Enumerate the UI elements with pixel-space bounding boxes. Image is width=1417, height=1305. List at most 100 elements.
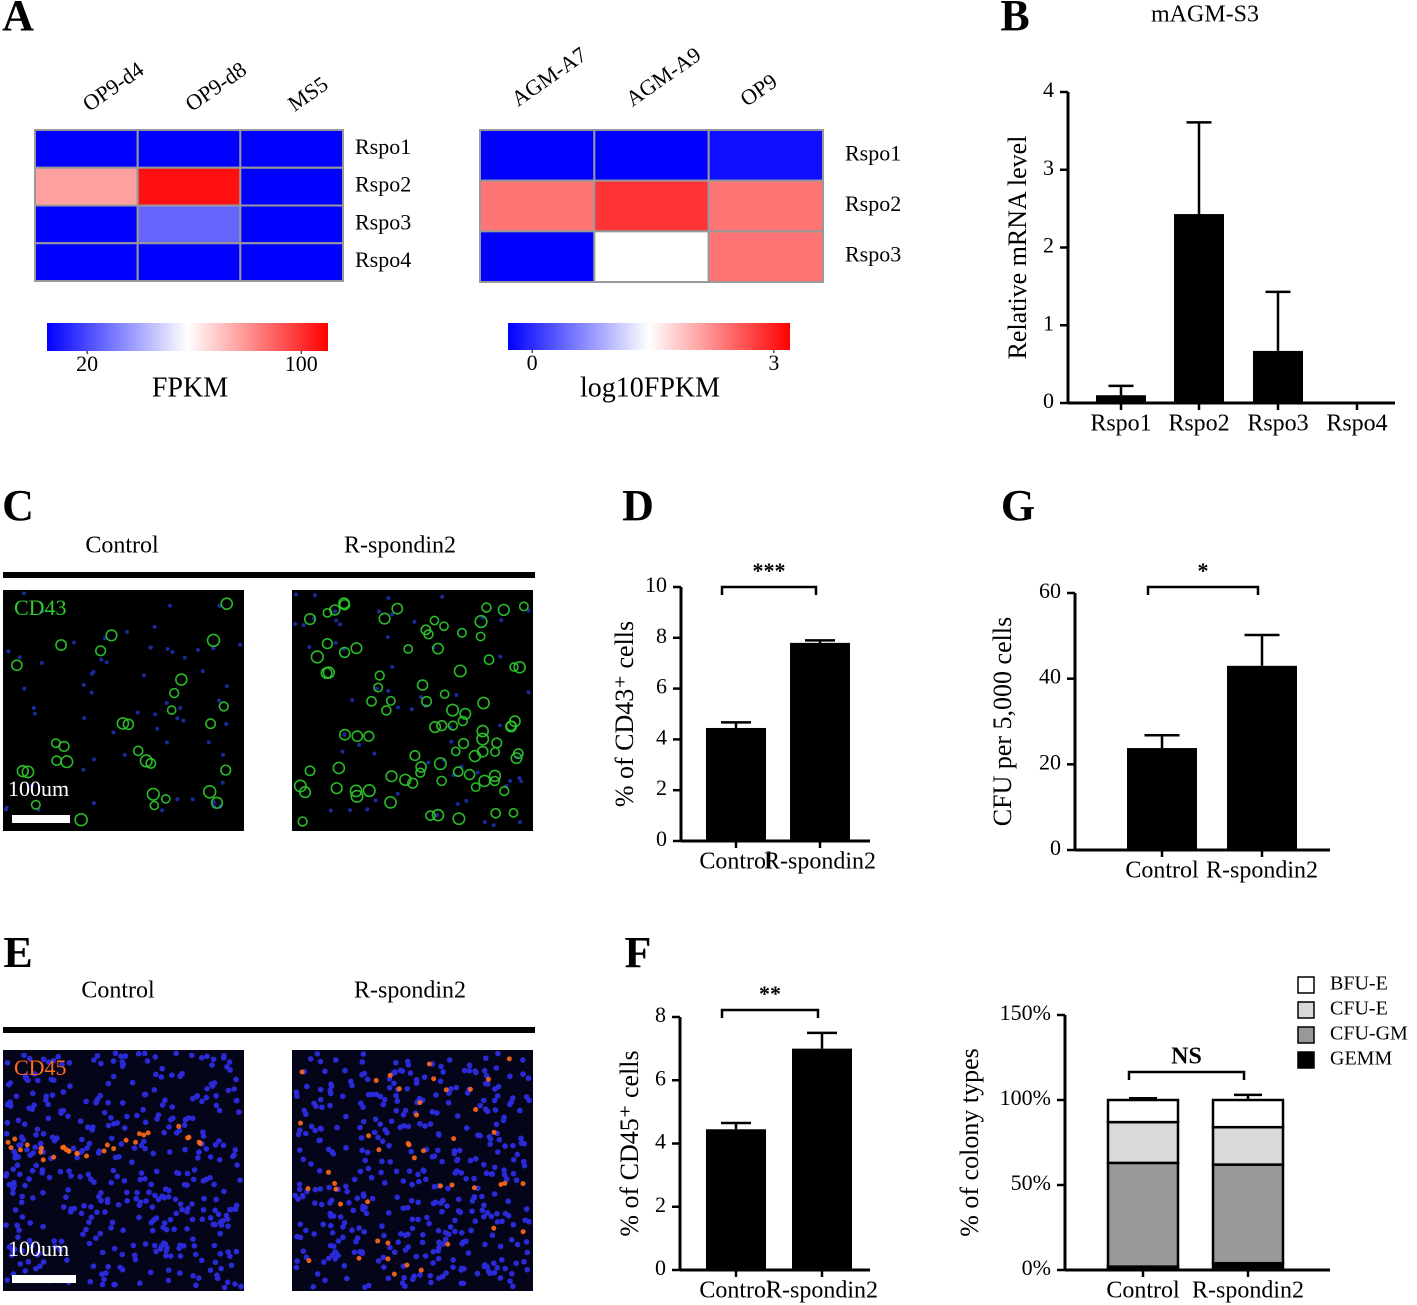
nucleus xyxy=(335,1252,341,1259)
nucleus xyxy=(508,1099,515,1105)
nucleus xyxy=(499,618,504,623)
nucleus xyxy=(22,1268,29,1274)
nucleus xyxy=(412,619,417,624)
stained-cell xyxy=(38,1145,44,1151)
nucleus xyxy=(453,1084,460,1091)
x-tick-label: R-spondin2 xyxy=(1192,1278,1304,1304)
nucleus xyxy=(132,1256,139,1263)
stained-cell xyxy=(505,720,518,733)
nucleus xyxy=(199,1098,205,1105)
nucleus xyxy=(45,1101,51,1108)
nucleus xyxy=(105,1263,111,1270)
nucleus xyxy=(54,1135,60,1142)
nucleus xyxy=(169,1104,176,1110)
nucleus xyxy=(407,1070,414,1076)
nucleus xyxy=(60,1204,67,1210)
stained-cell xyxy=(425,810,436,822)
heatmap-cell xyxy=(239,242,344,282)
nucleus xyxy=(225,1087,232,1094)
nucleus xyxy=(59,1061,65,1068)
stained-cell xyxy=(490,746,501,758)
nucleus xyxy=(499,1257,505,1263)
stained-cell xyxy=(60,1145,66,1151)
stained-cell xyxy=(105,629,118,642)
nucleus xyxy=(487,1141,493,1147)
stained-cell xyxy=(349,784,363,798)
heatmap-cell xyxy=(593,230,710,283)
stained-cell xyxy=(491,1129,497,1135)
nucleus xyxy=(232,1281,238,1287)
nucleus xyxy=(490,1260,497,1266)
nucleus xyxy=(66,1168,72,1174)
nucleus xyxy=(372,1116,379,1122)
nucleus xyxy=(497,723,502,728)
nucleus xyxy=(26,1237,33,1244)
nucleus xyxy=(147,1269,154,1276)
nucleus xyxy=(523,1206,530,1212)
nucleus xyxy=(212,1207,218,1214)
nucleus xyxy=(505,1212,512,1219)
y-tick-label: 10 xyxy=(645,572,667,597)
legend-swatch xyxy=(1297,976,1315,994)
nucleus xyxy=(200,1178,207,1184)
heatmap-cell xyxy=(34,129,139,169)
stained-cell xyxy=(373,1077,379,1083)
nucleus xyxy=(435,813,440,818)
nucleus xyxy=(149,1204,156,1210)
nucleus xyxy=(190,1236,196,1242)
nucleus xyxy=(393,1168,400,1175)
nucleus xyxy=(51,1238,58,1244)
nucleus xyxy=(93,1235,99,1241)
nucleus xyxy=(40,1056,47,1063)
nucleus xyxy=(165,1267,172,1273)
nucleus xyxy=(153,1248,159,1255)
nucleus xyxy=(121,1177,128,1184)
nucleus xyxy=(399,1280,406,1286)
nucleus xyxy=(91,1179,97,1185)
nucleus xyxy=(307,1056,314,1062)
nucleus xyxy=(168,603,173,608)
heatmap-cell xyxy=(479,129,596,182)
nucleus xyxy=(435,1131,442,1137)
nucleus xyxy=(520,1158,527,1165)
nucleus xyxy=(31,1071,38,1077)
stained-cell xyxy=(24,1142,30,1148)
nucleus xyxy=(124,1189,130,1196)
nucleus xyxy=(430,1248,437,1255)
y-tick-label: 0% xyxy=(1022,1255,1051,1280)
nucleus xyxy=(386,596,391,601)
nucleus xyxy=(514,1241,521,1248)
nucleus xyxy=(8,1252,15,1258)
nucleus xyxy=(524,1249,531,1256)
nucleus xyxy=(161,1129,167,1136)
heatmap-cell xyxy=(136,242,242,282)
nucleus xyxy=(226,1059,233,1065)
nucleus xyxy=(13,1093,20,1099)
nucleus xyxy=(12,1151,19,1157)
y-tick-label: 50% xyxy=(1011,1170,1051,1195)
stained-cell xyxy=(436,720,448,732)
significance-bracket xyxy=(1127,1070,1246,1080)
nucleus xyxy=(213,1102,220,1109)
nucleus xyxy=(198,1055,205,1061)
heatmap-cell xyxy=(136,129,242,169)
colorbar-label: log10FPKM xyxy=(580,372,720,403)
nucleus xyxy=(119,1100,126,1106)
nucleus xyxy=(153,1071,159,1078)
stained-cell xyxy=(489,775,500,787)
nucleus xyxy=(390,664,395,669)
nucleus xyxy=(39,660,44,665)
legend-label: BFU-E xyxy=(1330,973,1388,995)
stained-cell xyxy=(416,679,429,691)
significance-label: NS xyxy=(1171,1044,1202,1070)
nucleus xyxy=(207,1174,213,1181)
nucleus xyxy=(88,1203,94,1210)
nucleus xyxy=(480,1097,487,1104)
nucleus xyxy=(184,1182,190,1188)
bar xyxy=(1127,748,1197,850)
nucleus xyxy=(327,1087,333,1094)
nucleus xyxy=(362,1157,368,1164)
heatmap-cell xyxy=(479,230,596,283)
stained-cell xyxy=(446,703,460,717)
nucleus xyxy=(213,1093,219,1099)
